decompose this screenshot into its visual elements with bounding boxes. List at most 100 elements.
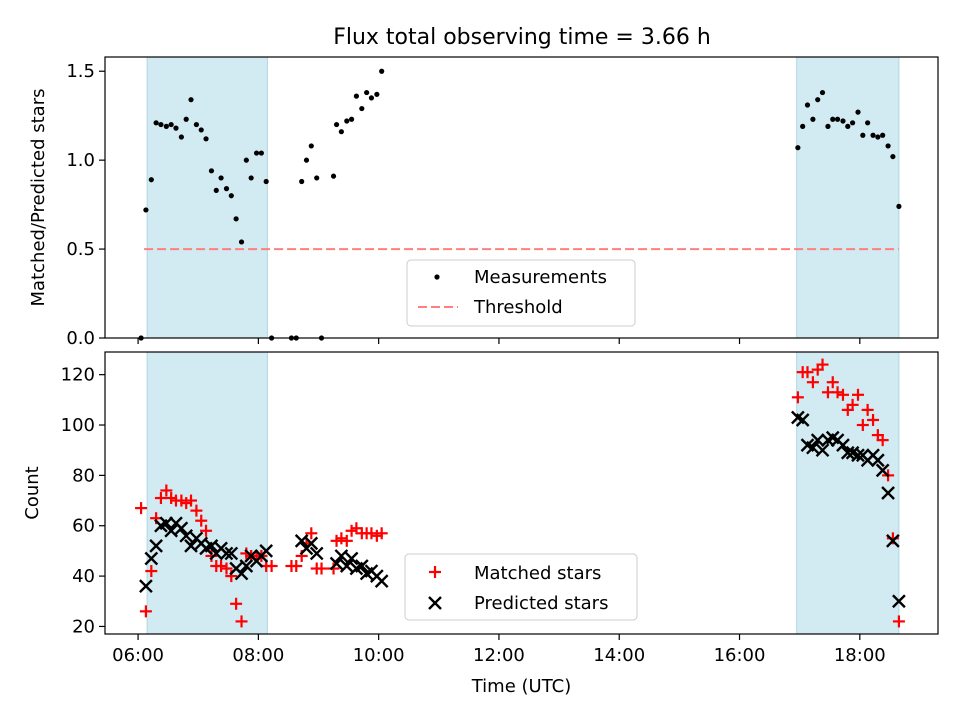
y-tick-label: 1.5 (66, 61, 95, 82)
predicted-star-stroke (354, 559, 369, 573)
matched-star-point (340, 534, 353, 547)
bottom-ticks: 20 40 60 80 100 120 06:00 08:00 10:00 12:00 14:00 1… (61, 365, 886, 666)
matched-star-point (791, 391, 804, 404)
measurement-point (855, 109, 861, 115)
y-tick-label: 20 (72, 616, 95, 637)
measurement-point (849, 120, 856, 126)
predicted-star-point (892, 594, 906, 609)
predicted-star-point (149, 539, 163, 553)
legend-measurements-label: Measurements (474, 267, 607, 288)
shaded-interval (146, 56, 268, 339)
predicted-star-point (304, 536, 319, 551)
measurement-point (359, 105, 365, 112)
predicted-stars-points (139, 410, 906, 609)
measurement-point (368, 95, 375, 101)
predicted-star-point (840, 445, 855, 460)
y-tick-label: 60 (72, 516, 95, 537)
matched-star-point (139, 605, 152, 618)
measurement-point (233, 216, 239, 222)
predicted-star-point (871, 453, 885, 468)
measurement-point (193, 121, 200, 128)
predicted-star-stroke (875, 463, 890, 478)
matched-star-point (816, 358, 829, 371)
predicted-star-stroke (309, 546, 324, 561)
predicted-star-point (234, 566, 249, 581)
x-axis-label: Time (UTC) (471, 676, 572, 697)
predicted-star-point (294, 533, 309, 548)
measurement-point (208, 168, 215, 174)
measurement-point (143, 207, 149, 213)
measurement-point (243, 157, 249, 163)
predicted-star-stroke (294, 533, 309, 548)
measurement-point (299, 178, 305, 185)
predicted-star-stroke (259, 544, 274, 558)
matched-star-point (205, 549, 218, 562)
predicted-star-point (239, 559, 254, 573)
predicted-star-point (810, 433, 825, 447)
y-tick-label: 100 (61, 415, 95, 436)
predicted-star-point (309, 546, 324, 561)
shaded-interval (796, 351, 900, 635)
measurement-point (338, 129, 344, 135)
predicted-star-point (815, 443, 830, 458)
predicted-star-stroke (800, 438, 815, 453)
predicted-star-point (224, 546, 239, 561)
measurement-point (800, 123, 806, 129)
predicted-star-point (259, 544, 274, 558)
x-tick-label: 06:00 (112, 645, 164, 666)
predicted-star-stroke (164, 523, 179, 538)
measurement-point (860, 132, 866, 138)
predicted-star-stroke (845, 445, 860, 460)
measurement-point (158, 121, 164, 128)
matched-star-point (375, 527, 388, 540)
predicted-star-stroke (139, 579, 153, 594)
legend-threshold-label: Threshold (473, 297, 563, 318)
matched-star-point (327, 562, 340, 575)
measurement-point (348, 116, 355, 122)
predicted-star-stroke (881, 486, 895, 500)
predicted-star-stroke (234, 566, 249, 581)
measurement-point (333, 121, 340, 128)
predicted-star-stroke (815, 443, 830, 458)
matched-star-point (867, 413, 880, 426)
shaded-interval (796, 56, 900, 339)
predicted-star-point (886, 533, 900, 548)
measurement-point (834, 116, 841, 122)
bottom-panel-frame (104, 351, 939, 635)
shaded-interval (146, 351, 268, 635)
legend-predicted-label: Predicted stars (474, 593, 608, 614)
y-tick-label: 0.5 (66, 239, 95, 260)
measurement-point (178, 134, 184, 140)
measurement-point (353, 93, 360, 99)
y-tick-label: 80 (72, 465, 95, 486)
top-y-axis-label: Matched/Predicted stars (28, 89, 49, 307)
predicted-star-point (184, 539, 198, 553)
measurement-point (303, 157, 310, 163)
measurement-point (795, 145, 801, 151)
matched-star-point (190, 504, 203, 517)
predicted-star-point (354, 559, 369, 573)
measurement-point (218, 175, 224, 181)
measurement-point (330, 173, 337, 179)
measurement-point (213, 187, 219, 193)
matched-star-point (220, 562, 233, 575)
bottom-legend: Matched stars Predicted stars (404, 553, 638, 621)
measurement-point (825, 123, 831, 129)
predicted-star-stroke (334, 549, 349, 563)
measurement-point (308, 143, 314, 149)
matched-star-point (831, 386, 844, 399)
measurement-point (364, 89, 370, 96)
predicted-star-point (334, 549, 349, 563)
predicted-star-stroke (886, 533, 900, 548)
measurement-point (896, 203, 902, 209)
predicted-star-stroke (174, 521, 189, 536)
matched-star-point (852, 388, 865, 401)
predicted-star-stroke (806, 440, 820, 455)
predicted-star-stroke (224, 546, 239, 561)
x-tick-label: 14:00 (593, 645, 645, 666)
predicted-star-point (219, 546, 234, 561)
measurement-point (183, 116, 189, 122)
predicted-star-stroke (344, 551, 359, 566)
top-legend: Measurements Threshold (406, 259, 636, 327)
measurement-point (344, 118, 350, 124)
